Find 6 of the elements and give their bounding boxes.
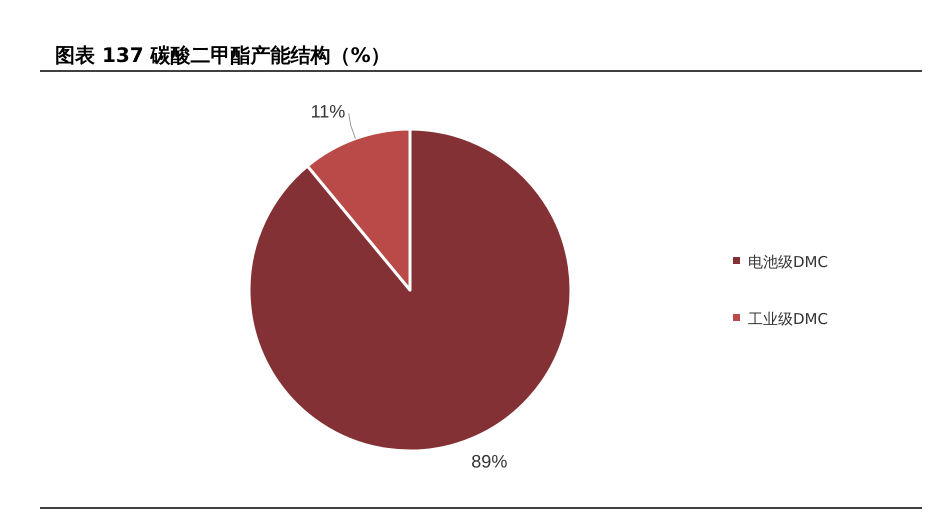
data-label: 89% — [471, 451, 508, 472]
legend-label: 工业级DMC — [748, 310, 828, 328]
legend-label: 电池级DMC — [748, 253, 828, 271]
chart-title: 图表 137 碳酸二甲酯产能结构（%） — [55, 43, 391, 67]
pie: 89% 11% — [248, 101, 572, 472]
data-label: 11% — [310, 101, 346, 122]
